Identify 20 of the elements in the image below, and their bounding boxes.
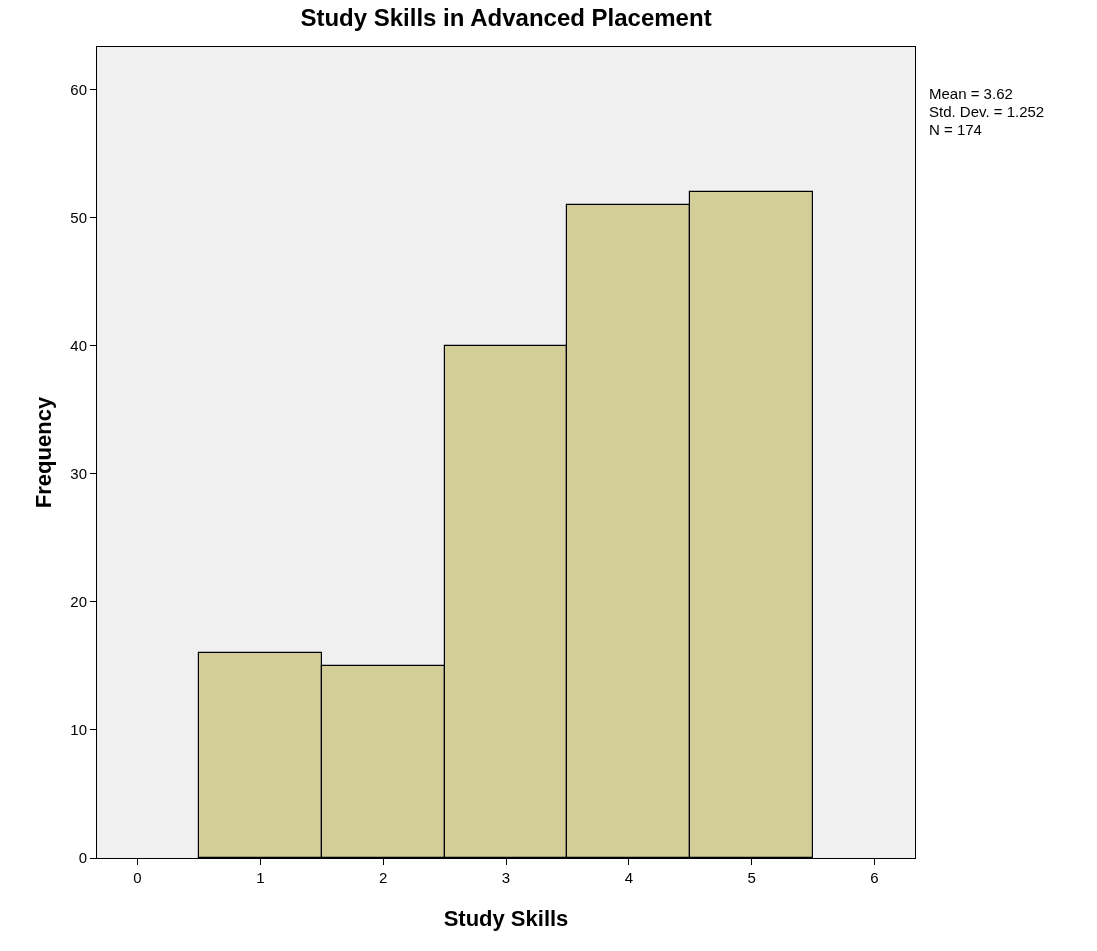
x-tick-label: 6 xyxy=(870,869,879,886)
y-tick-label: 40 xyxy=(70,336,87,354)
x-tick-label: 1 xyxy=(256,869,265,886)
x-tick-label: 3 xyxy=(501,869,511,886)
y-axis-title: Frequency xyxy=(31,396,57,509)
x-tick-label: 2 xyxy=(379,869,388,886)
text: N = 174 xyxy=(929,121,982,138)
y-tick-label: 0 xyxy=(78,849,87,867)
x-axis-title: Study Skills xyxy=(443,905,569,931)
x-tick-label: 5 xyxy=(747,869,756,886)
y-tick-label: 30 xyxy=(70,464,87,482)
text: Std. Dev. = 1.252 xyxy=(929,103,1045,120)
x-tick-label: 0 xyxy=(133,869,142,886)
y-tick-label: 50 xyxy=(70,208,87,226)
text: Mean = 3.62 xyxy=(929,85,1013,102)
y-tick-label: 10 xyxy=(70,721,87,739)
x-tick-label: 4 xyxy=(624,869,633,886)
y-tick-label: 20 xyxy=(70,593,87,611)
chart-title: Study Skills in Advanced Placement xyxy=(300,4,712,32)
y-tick-label: 60 xyxy=(70,80,87,98)
